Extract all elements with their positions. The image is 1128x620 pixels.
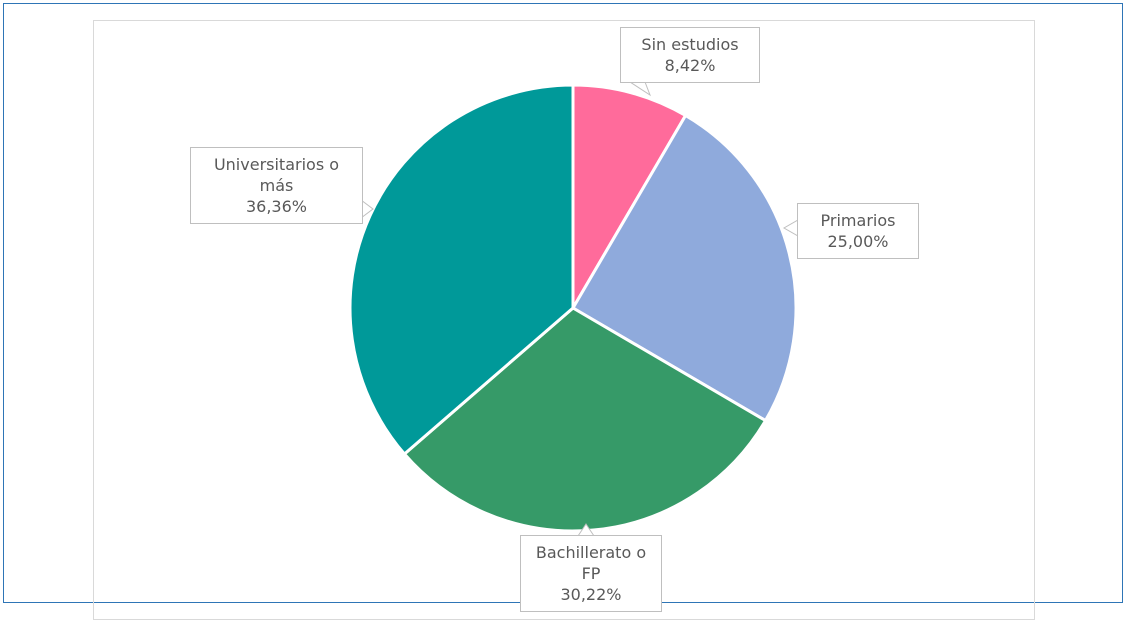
data-label: Sin estudios 8,42% xyxy=(620,27,760,83)
pie-slice xyxy=(570,113,798,423)
value-label: 8,42% xyxy=(664,56,716,75)
data-label: Universitarios o más 36,36% xyxy=(190,147,363,224)
pie-slice xyxy=(571,83,688,314)
pie-slice xyxy=(402,306,768,533)
page: (() => { const data = JSON.parse(documen… xyxy=(3,3,1123,620)
value-label: 25,00% xyxy=(827,232,889,251)
category-name: Bachillerato o FP xyxy=(535,543,647,583)
chart xyxy=(348,81,799,537)
pie-slice xyxy=(348,83,575,457)
category-name: Primarios xyxy=(820,211,896,230)
data-label: Bachillerato o FP 30,22% xyxy=(520,535,662,612)
data-label: Primarios 25,00% xyxy=(797,203,919,259)
category-name: Sin estudios xyxy=(641,35,739,54)
category-name: Universitarios o más xyxy=(213,155,340,195)
callout-pointer xyxy=(782,219,799,237)
value-label: 36,36% xyxy=(245,197,307,216)
value-label: 30,22% xyxy=(560,585,622,604)
